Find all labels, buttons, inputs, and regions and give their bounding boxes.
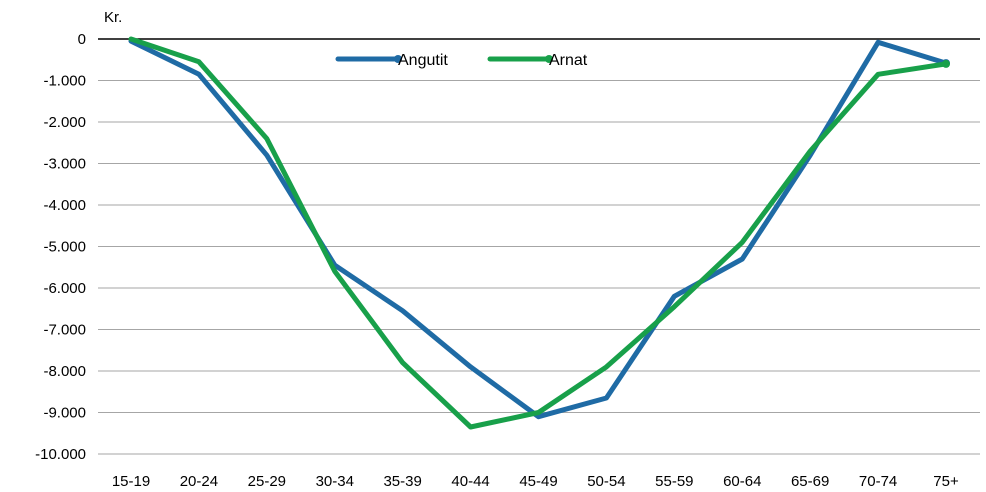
x-tick-label: 70-74 xyxy=(859,473,897,490)
y-axis-tick-labels: 0 -1.000 -2.000 -3.000 -4.000 -5.000 -6.000 -7.… xyxy=(35,31,86,463)
y-tick-label: -7.000 xyxy=(43,322,86,339)
x-tick-label: 20-24 xyxy=(180,473,218,490)
y-tick-label: -8.000 xyxy=(43,363,86,380)
x-tick-label: 25-29 xyxy=(248,473,286,490)
y-tick-label: -10.000 xyxy=(35,446,86,463)
series-lines xyxy=(128,36,950,430)
series-end-marker xyxy=(942,59,950,68)
y-tick-label: -5.000 xyxy=(43,239,86,256)
y-tick-label: -3.000 xyxy=(43,156,86,173)
y-tick-label: -6.000 xyxy=(43,280,86,297)
y-axis-label: Kr. xyxy=(104,9,122,26)
y-tick-label: -9.000 xyxy=(43,405,86,422)
legend-label: Angutit xyxy=(398,52,448,69)
y-tick-label: 0 xyxy=(78,31,86,48)
x-tick-label: 45-49 xyxy=(519,473,557,490)
x-tick-label: 40-44 xyxy=(451,473,489,490)
x-axis-tick-labels: 15-19 20-24 25-29 30-34 35-39 40-44 45-49 50-54… xyxy=(112,473,959,490)
x-tick-label: 75+ xyxy=(933,473,959,490)
legend-marker xyxy=(394,55,402,63)
series-line-angutit xyxy=(128,38,949,420)
y-tick-label: -4.000 xyxy=(43,197,86,214)
x-tick-label: 60-64 xyxy=(723,473,761,490)
x-tick-label: 55-59 xyxy=(655,473,693,490)
x-tick-label: 35-39 xyxy=(383,473,421,490)
legend-label: Arnat xyxy=(549,52,588,69)
x-tick-label: 30-34 xyxy=(316,473,354,490)
x-tick-label: 65-69 xyxy=(791,473,829,490)
legend-marker xyxy=(545,55,553,63)
x-tick-label: 50-54 xyxy=(587,473,625,490)
series-line-arnat xyxy=(128,36,949,430)
x-tick-label: 15-19 xyxy=(112,473,150,490)
y-tick-label: -2.000 xyxy=(43,114,86,131)
y-tick-label: -1.000 xyxy=(43,73,86,90)
grid-lines xyxy=(98,80,980,455)
legend: Angutit Arnat xyxy=(335,52,588,69)
